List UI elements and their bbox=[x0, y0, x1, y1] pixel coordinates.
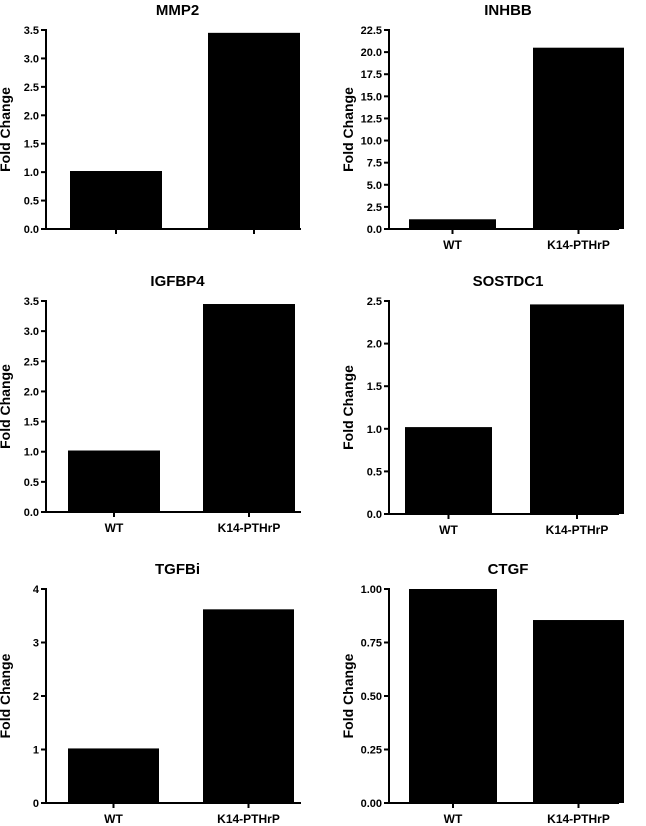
y-tick-label: 3 bbox=[33, 638, 39, 650]
y-axis-label: Fold Change bbox=[340, 365, 356, 450]
y-tick-label: 17.5 bbox=[361, 69, 382, 81]
x-category-label: WT bbox=[444, 812, 463, 826]
y-tick-label: 0.0 bbox=[24, 224, 39, 236]
y-axis-label: Fold Change bbox=[0, 364, 13, 449]
bar bbox=[409, 589, 497, 803]
chart-title: TGFBi bbox=[155, 561, 200, 578]
bar bbox=[530, 304, 624, 514]
y-tick-label: 2.0 bbox=[367, 339, 382, 351]
y-tick-label: 2.5 bbox=[24, 82, 39, 94]
bar bbox=[409, 219, 496, 229]
y-tick-label: 1.0 bbox=[24, 167, 39, 179]
y-tick-label: 0.0 bbox=[367, 509, 382, 521]
y-tick-label: 5.0 bbox=[367, 180, 382, 192]
y-tick-label: 0.0 bbox=[367, 224, 382, 236]
x-category-label: K14-PTHrP bbox=[217, 812, 280, 826]
y-tick-label: 10.0 bbox=[361, 136, 382, 148]
y-tick-label: 2.5 bbox=[24, 356, 39, 368]
chart-title: CTGF bbox=[488, 561, 529, 578]
y-tick-label: 1.5 bbox=[367, 381, 382, 393]
y-tick-label: 0.00 bbox=[361, 798, 382, 810]
y-tick-label: 1 bbox=[33, 745, 39, 757]
bar bbox=[203, 609, 294, 803]
y-tick-label: 0.5 bbox=[367, 466, 382, 478]
x-category-label: WT bbox=[105, 521, 124, 535]
x-category-label: K14-PTHrP bbox=[547, 238, 610, 252]
chart-title: INHBB bbox=[484, 2, 532, 19]
y-tick-label: 20.0 bbox=[361, 47, 382, 59]
y-tick-label: 0.5 bbox=[24, 196, 39, 208]
bar bbox=[533, 47, 624, 229]
y-tick-label: 12.5 bbox=[361, 113, 382, 125]
y-tick-label: 1.0 bbox=[24, 447, 39, 459]
x-category-label: K14-PTHrP bbox=[547, 812, 610, 826]
x-category-label: K14-PTHrP bbox=[218, 521, 281, 535]
x-category-label: K14-PTHrP bbox=[546, 523, 609, 537]
chart-panel-igfbp4: IGFBP4 Fold Change 0.0 0.5 1.0 1.5 2.0 2.5 3.0 3.… bbox=[0, 273, 301, 535]
y-tick-label: 4 bbox=[33, 584, 40, 596]
chart-title: MMP2 bbox=[156, 2, 199, 19]
y-tick-label: 0.25 bbox=[361, 745, 382, 757]
y-tick-label: 2.5 bbox=[367, 202, 382, 214]
y-tick-label: 0.75 bbox=[361, 638, 382, 650]
y-tick-label: 3.5 bbox=[24, 25, 39, 37]
y-tick-label: 2.5 bbox=[367, 296, 382, 308]
y-tick-label: 0 bbox=[33, 798, 39, 810]
y-axis-label: Fold Change bbox=[0, 87, 13, 172]
y-tick-label: 1.0 bbox=[367, 424, 382, 436]
x-category-label: WT bbox=[443, 238, 462, 252]
x-category-label: WT bbox=[104, 812, 123, 826]
chart-panel-tgfbi: TGFBi Fold Change 0 1 2 3 4 WT K14-PTHrP bbox=[0, 561, 301, 826]
y-axis-label: Fold Change bbox=[0, 653, 13, 738]
y-tick-label: 3.0 bbox=[24, 53, 39, 65]
y-tick-label: 2.0 bbox=[24, 110, 39, 122]
bar bbox=[70, 171, 162, 229]
y-tick-label: 1.00 bbox=[361, 584, 382, 596]
y-tick-label: 0.0 bbox=[24, 507, 39, 519]
bar bbox=[405, 427, 492, 514]
y-tick-label: 1.5 bbox=[24, 417, 39, 429]
bar bbox=[68, 748, 159, 803]
y-tick-label: 22.5 bbox=[361, 25, 382, 37]
chart-panel-inhbb: INHBB Fold Change 0.0 2.5 5.0 7.5 10.0 12.5 15.0… bbox=[340, 2, 624, 252]
y-tick-label: 2.0 bbox=[24, 386, 39, 398]
y-tick-label: 15.0 bbox=[361, 91, 382, 103]
y-tick-label: 2 bbox=[33, 691, 39, 703]
chart-title: IGFBP4 bbox=[150, 273, 205, 290]
bar bbox=[203, 304, 295, 512]
y-tick-label: 3.5 bbox=[24, 296, 39, 308]
y-axis-label: Fold Change bbox=[340, 653, 356, 738]
bar bbox=[68, 450, 160, 512]
y-tick-label: 1.5 bbox=[24, 139, 39, 151]
chart-panel-ctgf: CTGF Fold Change 0.00 0.25 0.50 0.75 1.00 WT K14… bbox=[340, 561, 624, 826]
y-axis-label: Fold Change bbox=[340, 87, 356, 172]
bar bbox=[533, 620, 624, 803]
chart-title: SOSTDC1 bbox=[473, 273, 544, 290]
y-tick-label: 7.5 bbox=[367, 158, 382, 170]
chart-panel-sostdc1: SOSTDC1 Fold Change 0.0 0.5 1.0 1.5 2.0 2.5 WT K1… bbox=[340, 273, 624, 537]
y-tick-label: 0.50 bbox=[361, 691, 382, 703]
y-tick-label: 0.5 bbox=[24, 477, 39, 489]
bar bbox=[208, 32, 300, 229]
x-category-label: WT bbox=[439, 523, 458, 537]
y-tick-label: 3.0 bbox=[24, 326, 39, 338]
chart-panel-mmp2: MMP2 Fold Change 0.0 0.5 1.0 1.5 2.0 2.5 3.0 3.5 bbox=[0, 2, 301, 236]
